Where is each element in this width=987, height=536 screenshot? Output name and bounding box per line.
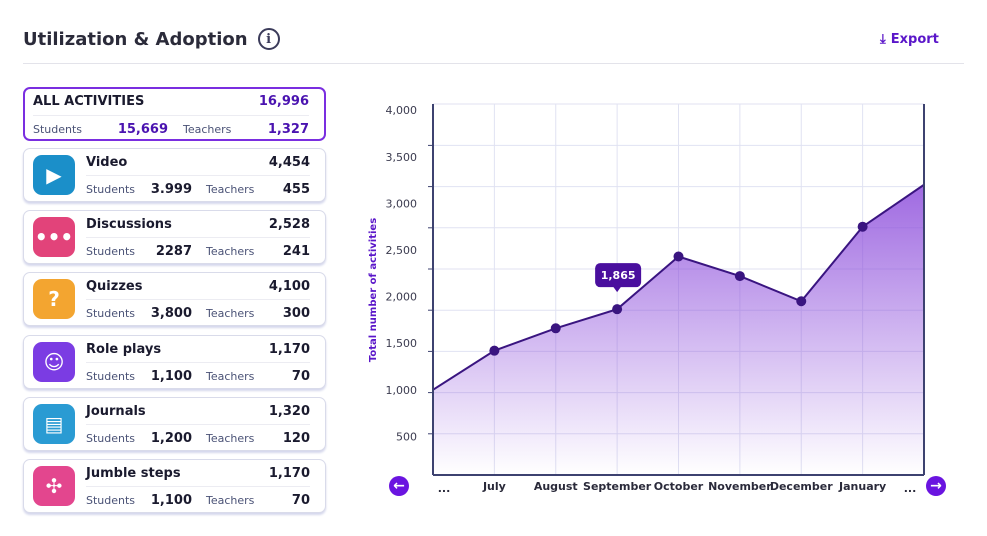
teachers-count: 241 xyxy=(282,244,310,260)
activity-total: 4,100 xyxy=(268,279,310,295)
data-point[interactable] xyxy=(673,251,684,262)
activity-name: Jumble steps xyxy=(86,466,181,481)
tv-play-icon: ▶ xyxy=(33,155,75,195)
students-count: 3.999 xyxy=(150,182,192,197)
students-label: Students xyxy=(86,431,136,445)
y-tick-label: 500 xyxy=(396,430,417,443)
students-count: 3,800 xyxy=(150,306,192,322)
export-label: Export xyxy=(890,32,939,47)
activity-total: 1,320 xyxy=(268,403,310,419)
students-count: 15,669 xyxy=(117,122,168,137)
data-point[interactable] xyxy=(857,221,868,232)
teachers-count: 1,327 xyxy=(267,122,309,137)
all-total: 16,996 xyxy=(258,94,309,109)
x-tick-label: October xyxy=(654,480,704,493)
export-button[interactable]: ⤓ Export xyxy=(880,32,939,47)
x-tick-label: November xyxy=(708,480,772,493)
y-tick-label: 2,500 xyxy=(386,244,418,257)
teachers-count: 120 xyxy=(282,430,310,446)
card-all-activities[interactable]: ALL ACTIVITIES 16,996 Students 15,669 Tea… xyxy=(23,87,326,141)
activity-name: Journals xyxy=(86,403,146,419)
students-label: Students xyxy=(86,245,136,259)
tooltip-label: 1,865 xyxy=(601,269,636,282)
download-icon: ⤓ xyxy=(880,32,886,47)
teachers-count: 70 xyxy=(291,368,310,384)
teachers-label: Teachers xyxy=(183,123,232,136)
students-label: Students xyxy=(86,369,136,383)
question-icon: ? xyxy=(33,279,75,320)
y-tick-label: 2,000 xyxy=(386,291,418,304)
y-tick-label: 1,000 xyxy=(386,384,418,397)
data-point[interactable] xyxy=(796,296,807,307)
title-text: Utilization & Adoption xyxy=(23,28,248,50)
data-point[interactable] xyxy=(612,304,623,315)
activity-total: 1,170 xyxy=(268,466,310,481)
x-tick-label: ... xyxy=(438,482,451,495)
teachers-label: Teachers xyxy=(206,183,255,196)
students-count: 1,100 xyxy=(150,368,192,384)
x-tick-label: ... xyxy=(904,482,917,495)
divider xyxy=(23,63,964,64)
teachers-count: 300 xyxy=(282,306,310,322)
activity-name: Discussions xyxy=(86,217,172,233)
y-axis-label: Total number of activities xyxy=(368,218,379,362)
activity-card[interactable]: ? Quizzes 4,100 Students 3,800 Teachers 3… xyxy=(23,272,326,327)
teachers-count: 455 xyxy=(282,182,310,197)
y-tick-label: 1,500 xyxy=(386,337,418,350)
tooltip: 1,865 xyxy=(595,263,642,293)
data-point[interactable] xyxy=(489,345,500,356)
students-label: Students xyxy=(86,183,136,196)
info-icon[interactable]: i xyxy=(257,28,280,50)
x-tick-label: January xyxy=(838,480,886,493)
chat-bubbles-icon: ••• xyxy=(33,217,75,258)
x-tick-label: July xyxy=(482,480,506,493)
area-fill xyxy=(433,184,924,475)
activity-card[interactable]: ••• Discussions 2,528 Students 2287 Teach… xyxy=(23,210,326,265)
activity-name: Video xyxy=(86,155,128,170)
students-label: Students xyxy=(33,123,83,136)
book-icon: ▤ xyxy=(33,403,75,444)
students-count: 2287 xyxy=(155,244,192,260)
teachers-label: Teachers xyxy=(206,431,255,445)
puzzle-icon: ✣ xyxy=(33,466,75,506)
theater-masks-icon: ☺ xyxy=(33,341,75,382)
data-point[interactable] xyxy=(734,271,745,282)
activity-card[interactable]: ▶ Video 4,454 Students 3.999 Teachers 455 xyxy=(23,148,326,202)
teachers-label: Teachers xyxy=(206,307,255,321)
x-tick-label: December xyxy=(770,480,833,493)
activity-name: Role plays xyxy=(86,341,162,357)
activity-card[interactable]: ▤ Journals 1,320 Students 1,200 Teachers … xyxy=(23,396,326,451)
y-tick-label: 4,000 xyxy=(386,104,418,117)
activity-total: 1,170 xyxy=(268,341,310,357)
teachers-label: Teachers xyxy=(206,369,255,383)
x-tick-label: August xyxy=(534,480,578,493)
activity-card[interactable]: ✣ Jumble steps 1,170 Students 1,100 Teach… xyxy=(23,459,326,513)
students-label: Students xyxy=(86,494,136,507)
next-arrow-icon[interactable]: → xyxy=(926,476,946,496)
teachers-label: Teachers xyxy=(206,494,255,507)
students-count: 1,100 xyxy=(150,493,192,508)
prev-arrow-icon[interactable]: ← xyxy=(389,476,409,496)
activity-name: Quizzes xyxy=(86,279,143,295)
x-tick-label: September xyxy=(583,480,652,493)
all-label: ALL ACTIVITIES xyxy=(33,94,145,109)
students-count: 1,200 xyxy=(150,430,192,446)
page-title: Utilization & Adoption i xyxy=(23,28,280,50)
teachers-label: Teachers xyxy=(206,245,255,259)
students-label: Students xyxy=(86,307,136,321)
data-point[interactable] xyxy=(550,323,561,334)
activity-card[interactable]: ☺ Role plays 1,170 Students 1,100 Teacher… xyxy=(23,334,326,389)
activity-total: 4,454 xyxy=(268,155,310,170)
y-tick-label: 3,000 xyxy=(386,197,418,210)
activity-total: 2,528 xyxy=(268,217,310,233)
teachers-count: 70 xyxy=(291,493,310,508)
y-tick-label: 3,500 xyxy=(386,151,418,164)
series-line xyxy=(432,183,925,391)
